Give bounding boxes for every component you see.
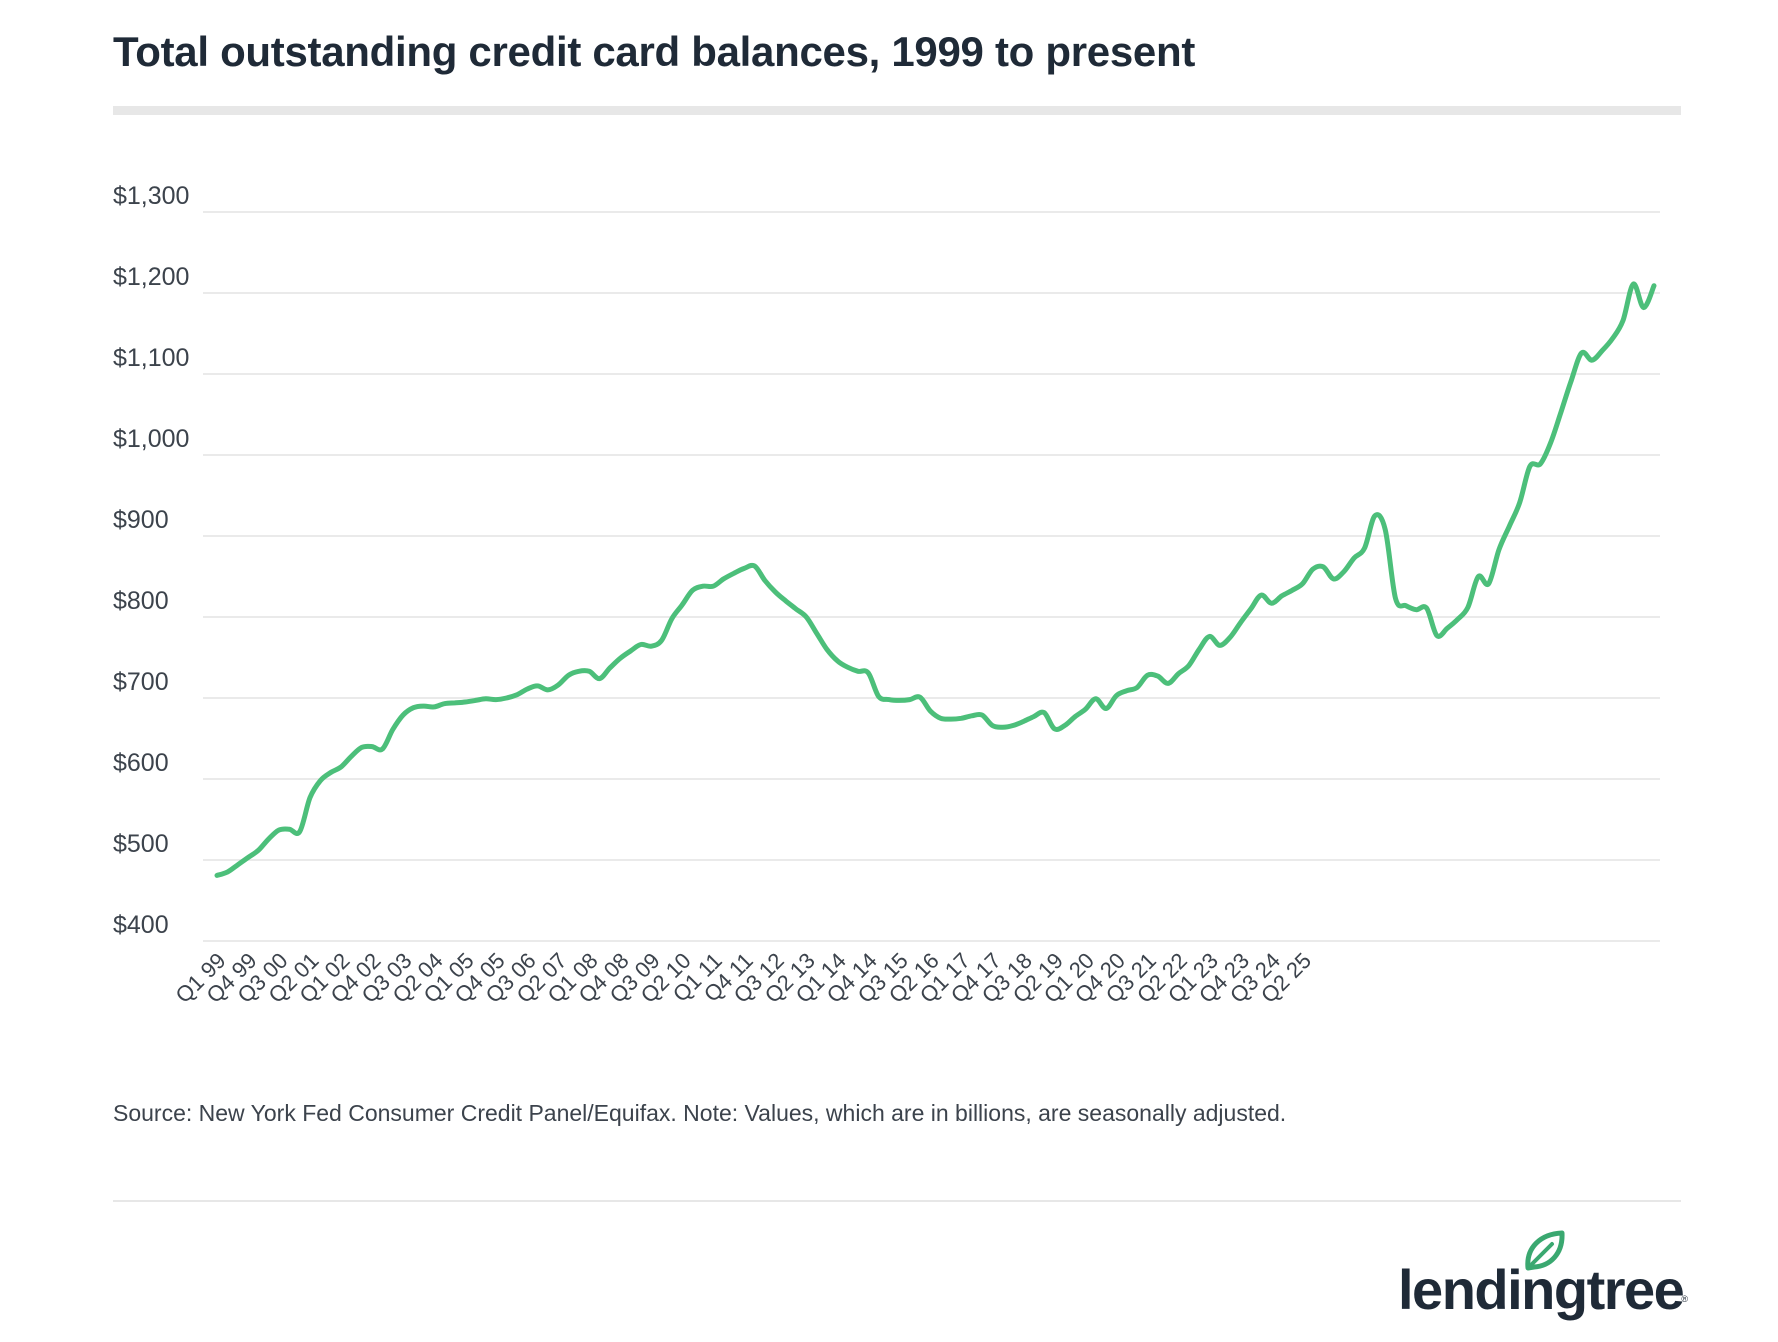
- series-line-balances: [214, 281, 1657, 878]
- y-tick-label: $1,000: [113, 425, 189, 453]
- y-tick-label: $800: [113, 587, 169, 615]
- y-tick-label: $1,200: [113, 263, 189, 291]
- lendingtree-logo: lendingtree ®: [1398, 1228, 1688, 1318]
- y-axis-labels: $1,300 $1,200 $1,100 $1,000 $900 $800 $700 $600…: [113, 182, 189, 939]
- registered-mark: ®: [1681, 1294, 1688, 1304]
- leaf-icon: [1525, 1230, 1565, 1271]
- gridlines: [203, 211, 1660, 942]
- y-tick-label: $700: [113, 668, 169, 696]
- line-chart: $1,300 $1,200 $1,100 $1,000 $900 $800 $700 $600…: [113, 182, 1660, 1008]
- y-tick-label: $1,300: [113, 182, 189, 210]
- logo-wordmark: lendingtree: [1398, 1258, 1685, 1321]
- y-tick-label: $900: [113, 506, 169, 534]
- series-layer: [214, 281, 1657, 878]
- y-tick-label: $400: [113, 911, 169, 939]
- source-note: Source: New York Fed Consumer Credit Pan…: [113, 1100, 1287, 1126]
- footer-divider: [113, 1200, 1681, 1202]
- y-tick-label: $500: [113, 830, 169, 858]
- y-tick-label: $600: [113, 749, 169, 777]
- y-tick-label: $1,100: [113, 344, 189, 372]
- title-divider: [113, 106, 1681, 115]
- chart-title: Total outstanding credit card balances, …: [113, 28, 1196, 75]
